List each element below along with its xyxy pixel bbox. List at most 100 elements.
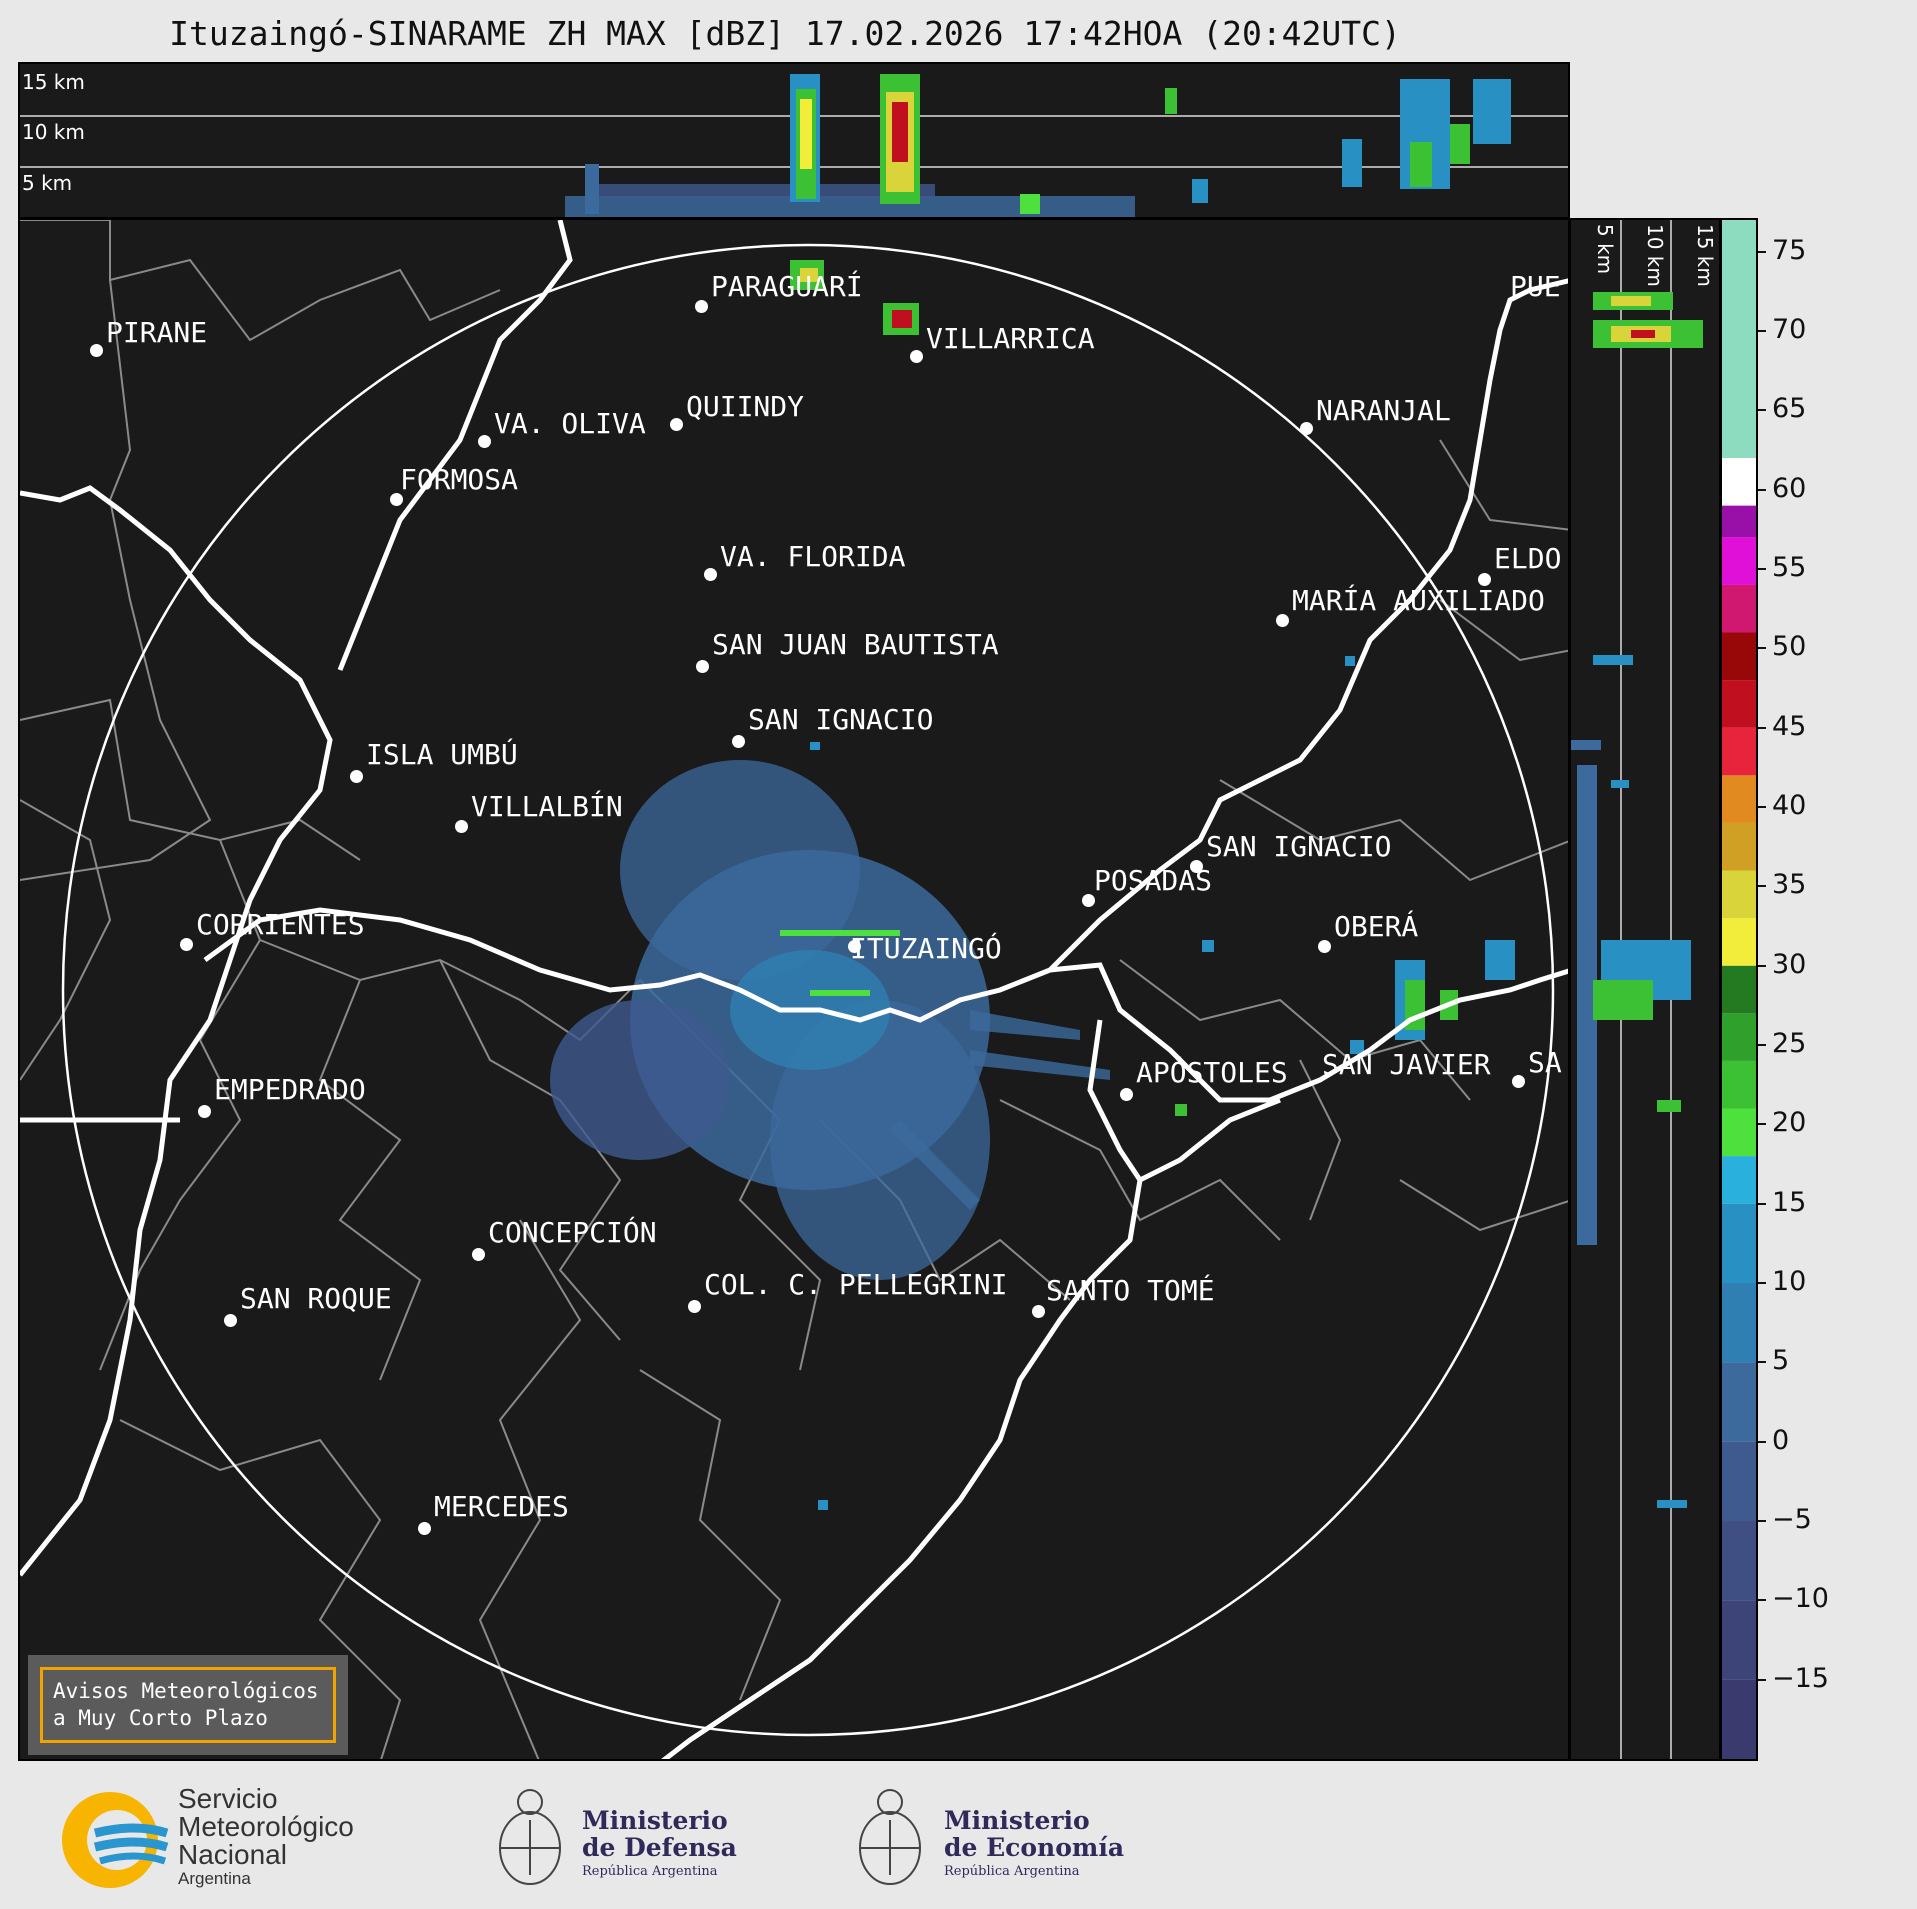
- city-formosa: FORMOSA: [400, 463, 519, 496]
- city-dot: [390, 493, 403, 506]
- city-dot: [455, 820, 468, 833]
- city-concepcion: CONCEPCIÓN: [488, 1216, 657, 1249]
- city-va-florida: VA. FLORIDA: [720, 540, 906, 573]
- colorbar-tick-mark: [1758, 568, 1766, 571]
- colorbar-tick-label: 35: [1772, 869, 1807, 901]
- colorbar-tick-mark: [1758, 1440, 1766, 1443]
- alert-line-2: a Muy Corto Plazo: [53, 1706, 268, 1730]
- city-sa: SA: [1528, 1046, 1562, 1079]
- colorbar-segment: [1722, 1679, 1756, 1759]
- colorbar-tick-mark: [1758, 647, 1766, 650]
- colorbar-tick-mark: [1758, 1599, 1766, 1602]
- colorbar-tick-label: 70: [1772, 314, 1807, 346]
- city-posadas: POSADAS: [1094, 864, 1213, 897]
- city-santo-tome: SANTO TOMÉ: [1046, 1274, 1215, 1307]
- city-dot: [688, 1300, 701, 1313]
- colorbar-segment: [1722, 537, 1756, 585]
- colorbar-tick-label: 0: [1772, 1424, 1790, 1456]
- alert-link[interactable]: Avisos Meteorológicos a Muy Corto Plazo: [40, 1667, 336, 1743]
- city-va-oliva: VA. OLIVA: [494, 407, 646, 440]
- city-mercedes: MERCEDES: [434, 1490, 569, 1523]
- colorbar-segment: [1722, 965, 1756, 1014]
- chart-title: Ituzaingó-SINARAME ZH MAX [dBZ] 17.02.20…: [169, 14, 1401, 53]
- colorbar-tick-label: 40: [1772, 790, 1807, 822]
- colorbar-tick-label: 50: [1772, 631, 1807, 663]
- city-dot: [350, 770, 363, 783]
- colorbar-tick-mark: [1758, 330, 1766, 333]
- city-dot: [910, 350, 923, 363]
- top-level-10km: 10 km: [22, 120, 85, 144]
- colorbar-tick-mark: [1758, 1123, 1766, 1126]
- city-dot: [1190, 860, 1203, 873]
- colorbar-tick-mark: [1758, 726, 1766, 729]
- city-dot: [670, 418, 683, 431]
- side-profile-echoes: [1571, 220, 1703, 1759]
- smn-logo-icon: [62, 1792, 169, 1888]
- argentina-shield-icon: [499, 1789, 561, 1885]
- colorbar-tick-label: −10: [1772, 1583, 1829, 1615]
- city-obera: OBERÁ: [1334, 910, 1419, 943]
- colorbar-segment: [1722, 870, 1756, 919]
- side-level-10km: 10 km: [1643, 224, 1667, 287]
- city-san-juan-bautista: SAN JUAN BAUTISTA: [712, 628, 999, 661]
- economia-line-2: de Economía: [944, 1833, 1125, 1862]
- colorbar-tick-label: 15: [1772, 1186, 1807, 1218]
- city-dot: [1082, 894, 1095, 907]
- colorbar-segment: [1722, 1203, 1756, 1284]
- colorbar-tick-label: 20: [1772, 1107, 1807, 1139]
- top-profile-echoes: [20, 74, 1568, 217]
- colorbar-tick-mark: [1758, 1044, 1766, 1047]
- colorbar-tick-mark: [1758, 409, 1766, 412]
- smn-line-1: Servicio: [178, 1783, 278, 1814]
- alert-button[interactable]: Avisos Meteorológicos a Muy Corto Plazo: [28, 1655, 348, 1755]
- colorbar-tick-label: 60: [1772, 472, 1807, 504]
- colorbar-tick-mark: [1758, 964, 1766, 967]
- argentina-shield-icon: [859, 1789, 921, 1885]
- city-dot: [1300, 422, 1313, 435]
- smn-line-3: Nacional: [178, 1839, 287, 1870]
- city-naranjal: NARANJAL: [1316, 394, 1451, 427]
- city-ituzaingo: ITUZAINGÓ: [850, 932, 1002, 965]
- radar-map-panel: PIRANE PARAGUARÍ VILLARRICA QUIINDY VA. …: [18, 218, 1570, 1761]
- province-boundaries: [20, 220, 1568, 1759]
- colorbar-tick-label: 5: [1772, 1345, 1790, 1377]
- city-dot: [1318, 940, 1331, 953]
- colorbar-tick-label: 55: [1772, 552, 1807, 584]
- colorbar-segment: [1722, 1521, 1756, 1601]
- colorbar-tick-label: 65: [1772, 393, 1807, 425]
- city-col-c-pellegrini: COL. C. PELLEGRINI: [704, 1268, 1008, 1301]
- top-level-15km: 15 km: [22, 70, 85, 94]
- city-dot: [472, 1248, 485, 1261]
- city-eldo: ELDO: [1494, 542, 1562, 575]
- colorbar-tick-label: 25: [1772, 1028, 1807, 1060]
- smn-line-4: Argentina: [178, 1869, 251, 1888]
- city-dot: [1120, 1088, 1133, 1101]
- colorbar-tick-mark: [1758, 806, 1766, 809]
- colorbar-segment: [1722, 1362, 1756, 1442]
- city-empedrado: EMPEDRADO: [214, 1073, 366, 1106]
- colorbar-segment: [1722, 1013, 1756, 1061]
- colorbar-tick-mark: [1758, 885, 1766, 888]
- city-san-ignacio-ar: SAN IGNACIO: [1206, 830, 1392, 863]
- city-dot: [1032, 1305, 1045, 1318]
- colorbar-segment: [1722, 457, 1756, 506]
- top-profile-panel: 15 km 10 km 5 km: [18, 62, 1570, 219]
- colorbar-segment: [1722, 1108, 1756, 1157]
- side-level-5km: 5 km: [1593, 224, 1617, 275]
- city-isla-umbu: ISLA UMBÚ: [366, 738, 518, 771]
- defensa-line-3: República Argentina: [582, 1864, 718, 1879]
- colorbar-tick-mark: [1758, 250, 1766, 253]
- city-dot: [1276, 614, 1289, 627]
- city-dot: [418, 1522, 431, 1535]
- top-level-5km: 5 km: [22, 171, 73, 195]
- radar-map: [20, 220, 1568, 1759]
- colorbar: [1720, 218, 1758, 1761]
- colorbar-segment: [1722, 1060, 1756, 1109]
- side-profile-panel: 5 km 10 km 15 km: [1569, 218, 1721, 1761]
- colorbar-tick-mark: [1758, 1202, 1766, 1205]
- colorbar-segment: [1722, 584, 1756, 633]
- defensa-line-2: de Defensa: [582, 1833, 737, 1862]
- alert-line-1: Avisos Meteorológicos: [53, 1679, 319, 1703]
- colorbar-segment: [1722, 918, 1756, 966]
- colorbar-tick-label: −5: [1772, 1504, 1812, 1535]
